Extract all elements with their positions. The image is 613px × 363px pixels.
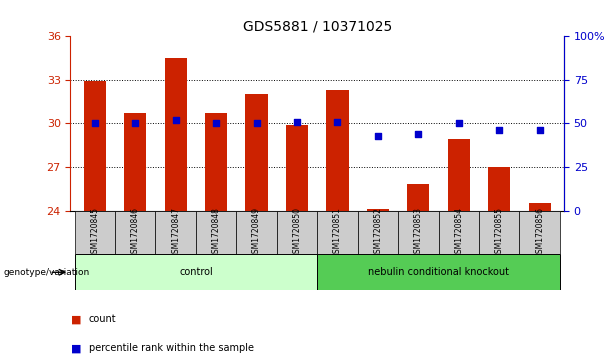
Bar [407, 184, 430, 211]
Text: GSM1720852: GSM1720852 [373, 207, 383, 258]
Bar [318, 211, 357, 254]
Bar [528, 203, 551, 211]
Bar [519, 211, 560, 254]
Bar [75, 211, 115, 254]
Text: percentile rank within the sample: percentile rank within the sample [89, 343, 254, 354]
Point [171, 117, 181, 123]
Text: genotype/variation: genotype/variation [3, 268, 89, 277]
Point [252, 121, 262, 126]
Text: GSM1720847: GSM1720847 [171, 207, 180, 258]
Point [494, 127, 504, 133]
Text: GSM1720854: GSM1720854 [454, 207, 463, 258]
Text: ■: ■ [70, 343, 81, 354]
Title: GDS5881 / 10371025: GDS5881 / 10371025 [243, 20, 392, 34]
Bar [115, 211, 156, 254]
Bar [326, 90, 349, 211]
Point [373, 133, 383, 139]
Bar [398, 211, 438, 254]
Text: GSM1720846: GSM1720846 [131, 207, 140, 258]
Bar [357, 211, 398, 254]
Bar [318, 254, 560, 290]
Text: ■: ■ [70, 314, 81, 325]
Bar [488, 167, 511, 211]
Point [535, 127, 544, 133]
Bar [205, 113, 227, 211]
Text: GSM1720853: GSM1720853 [414, 207, 423, 258]
Point [211, 121, 221, 126]
Point [131, 121, 140, 126]
Bar [164, 58, 187, 211]
Bar [286, 125, 308, 211]
Bar [277, 211, 318, 254]
Bar [245, 94, 268, 211]
Bar [75, 254, 318, 290]
Bar [237, 211, 277, 254]
Point [292, 119, 302, 125]
Point [454, 121, 463, 126]
Point [413, 131, 423, 137]
Bar [196, 211, 237, 254]
Text: count: count [89, 314, 116, 325]
Text: control: control [179, 267, 213, 277]
Text: GSM1720850: GSM1720850 [292, 207, 302, 258]
Text: GSM1720856: GSM1720856 [535, 207, 544, 258]
Bar [83, 81, 106, 211]
Bar [156, 211, 196, 254]
Text: GSM1720851: GSM1720851 [333, 207, 342, 258]
Bar [438, 211, 479, 254]
Point [90, 121, 100, 126]
Text: GSM1720849: GSM1720849 [252, 207, 261, 258]
Text: GSM1720848: GSM1720848 [211, 207, 221, 258]
Bar [479, 211, 519, 254]
Text: nebulin conditional knockout: nebulin conditional knockout [368, 267, 509, 277]
Bar [447, 139, 470, 211]
Bar [124, 113, 147, 211]
Bar [367, 209, 389, 211]
Text: GSM1720845: GSM1720845 [90, 207, 99, 258]
Text: GSM1720855: GSM1720855 [495, 207, 504, 258]
Point [332, 119, 342, 125]
